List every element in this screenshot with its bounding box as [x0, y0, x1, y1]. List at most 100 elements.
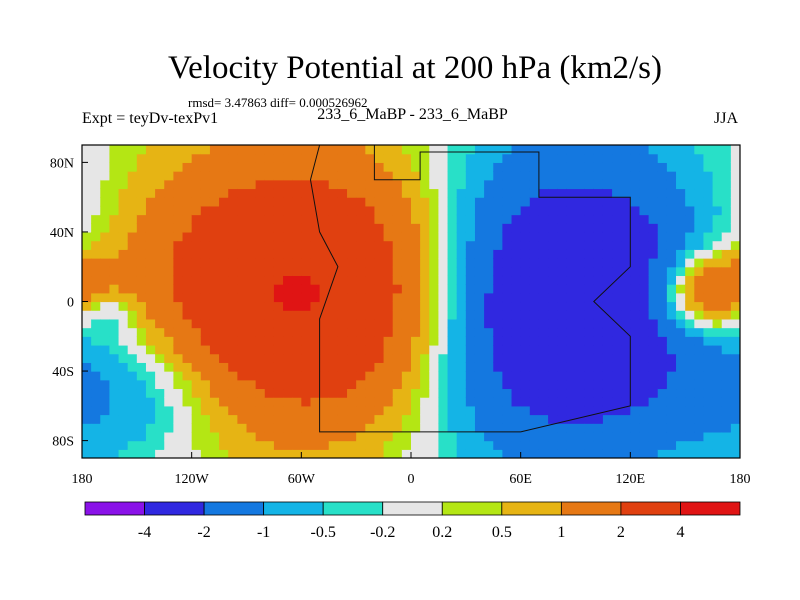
field-cell	[173, 449, 184, 458]
field-cell	[602, 145, 613, 155]
field-cell	[118, 162, 129, 172]
field-cell	[712, 249, 723, 259]
field-cell	[511, 301, 522, 311]
field-cell	[219, 449, 229, 458]
field-cell	[447, 171, 458, 181]
field-cell	[520, 162, 531, 172]
field-cell	[191, 145, 202, 155]
field-cell	[100, 266, 111, 277]
field-cell	[374, 284, 385, 294]
field-cell	[529, 179, 540, 190]
field-cell	[182, 231, 193, 242]
field-cell	[621, 214, 631, 224]
field-cell	[411, 145, 421, 155]
field-cell	[703, 301, 714, 311]
field-cell	[401, 344, 412, 355]
field-cell	[657, 223, 668, 233]
field-cell	[155, 379, 165, 390]
field-cell	[127, 231, 138, 242]
field-cell	[337, 388, 348, 398]
field-cell	[155, 292, 165, 303]
field-cell	[319, 197, 330, 207]
field-cell	[292, 397, 302, 407]
field-cell	[520, 336, 531, 346]
field-cell	[694, 397, 705, 407]
field-cell	[630, 275, 641, 285]
field-cell	[82, 275, 92, 285]
field-cell	[657, 275, 668, 285]
field-cell	[474, 353, 485, 363]
field-cell	[484, 153, 494, 163]
field-cell	[557, 258, 567, 268]
field-cell	[520, 414, 531, 424]
field-cell	[145, 414, 156, 424]
field-cell	[502, 179, 513, 190]
field-cell	[730, 371, 740, 381]
field-cell	[365, 414, 376, 424]
field-cell	[401, 414, 412, 424]
field-cell	[630, 431, 641, 442]
field-cell	[292, 405, 302, 416]
field-cell	[292, 318, 302, 329]
field-cell	[136, 310, 147, 320]
field-cell	[255, 275, 266, 285]
field-cell	[584, 153, 595, 163]
field-cell	[511, 240, 522, 250]
field-cell	[721, 292, 732, 303]
field-cell	[602, 249, 613, 259]
field-cell	[228, 258, 238, 268]
field-cell	[666, 145, 677, 155]
field-cell	[721, 249, 732, 259]
field-cell	[237, 310, 248, 320]
field-cell	[182, 249, 193, 259]
field-cell	[685, 301, 695, 311]
field-cell	[401, 153, 412, 163]
field-cell	[474, 344, 485, 355]
field-cell	[118, 405, 129, 416]
field-cell	[584, 231, 595, 242]
field-cell	[666, 258, 677, 268]
field-cell	[621, 449, 631, 458]
field-cell	[356, 318, 366, 329]
field-cell	[328, 301, 339, 311]
field-cell	[694, 284, 705, 294]
field-cell	[191, 231, 202, 242]
field-cell	[566, 449, 577, 458]
field-cell	[374, 240, 385, 250]
field-cell	[392, 284, 403, 294]
field-cell	[209, 327, 220, 337]
field-cell	[575, 336, 586, 346]
field-cell	[630, 205, 641, 216]
field-cell	[730, 405, 740, 416]
field-cell	[575, 449, 586, 458]
field-cell	[91, 153, 101, 163]
field-cell	[374, 371, 385, 381]
field-cell	[255, 379, 266, 390]
field-cell	[447, 266, 458, 277]
field-cell	[612, 171, 622, 181]
field-cell	[219, 414, 229, 424]
field-cell	[347, 423, 357, 433]
field-cell	[584, 145, 595, 155]
field-cell	[347, 171, 357, 181]
field-cell	[429, 336, 440, 346]
field-cell	[374, 344, 385, 355]
field-cell	[502, 153, 513, 163]
field-cell	[694, 197, 705, 207]
field-cell	[383, 153, 394, 163]
field-cell	[493, 353, 503, 363]
field-cell	[337, 240, 348, 250]
field-cell	[712, 171, 723, 181]
field-cell	[721, 258, 732, 268]
field-cell	[109, 327, 120, 337]
field-cell	[82, 431, 92, 442]
field-cell	[82, 188, 92, 198]
field-cell	[337, 344, 348, 355]
field-cell	[91, 362, 101, 372]
field-cell	[502, 301, 513, 311]
field-cell	[155, 188, 165, 198]
field-cell	[337, 327, 348, 337]
field-cell	[200, 214, 211, 224]
field-cell	[118, 258, 129, 268]
field-cell	[136, 414, 147, 424]
